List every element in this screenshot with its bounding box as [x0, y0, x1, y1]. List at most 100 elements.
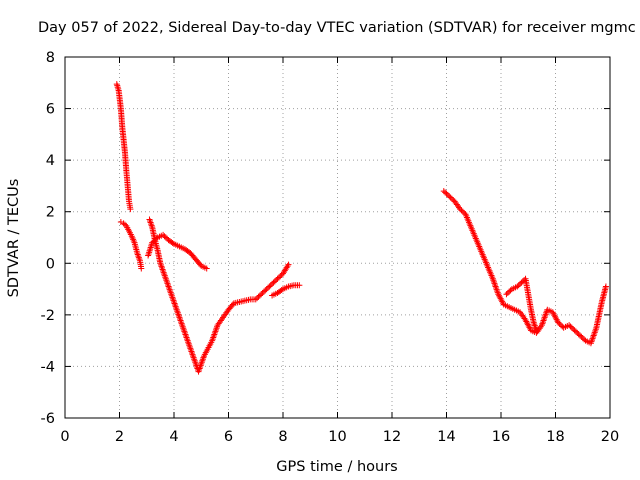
y-tick-label: 6 [46, 102, 55, 118]
data-point [271, 278, 278, 285]
axis-ticks: 0 2 4 6 8 10 12 14 16 18 20 -6 -4 -2 0 2 4 6 8 [41, 50, 620, 445]
data-point [458, 207, 465, 214]
data-point [138, 265, 145, 272]
data-point [149, 239, 156, 246]
data-point [579, 335, 586, 342]
series-segment-1-steep-descent [113, 81, 134, 213]
data-point [254, 295, 261, 302]
plot-frame [64, 56, 611, 419]
data-point [255, 293, 262, 300]
x-tick-label: 20 [601, 429, 619, 445]
x-tick-label: 0 [60, 429, 69, 445]
y-axis-label: SDTVAR / TECUs [6, 179, 22, 298]
series-segment-2-short-drop [117, 219, 145, 272]
y-tick-label: -6 [41, 411, 55, 427]
data-point [555, 319, 562, 326]
y-tick-label: 0 [46, 256, 55, 272]
data-point [517, 280, 524, 287]
x-axis-label: GPS time / hours [276, 459, 397, 475]
data-point [568, 324, 575, 331]
data-point [256, 292, 263, 299]
data-point [121, 221, 128, 228]
data-point [259, 289, 266, 296]
data-point [275, 274, 282, 281]
data-point [444, 191, 451, 198]
series-segment-5-tail [269, 282, 303, 299]
data-point [448, 195, 455, 202]
data-point [533, 327, 540, 334]
data-point [443, 190, 450, 197]
y-tick-label: -4 [41, 359, 55, 375]
data-point [571, 327, 578, 334]
x-tick-label: 4 [169, 429, 178, 445]
data-point [273, 277, 280, 284]
x-tick-label: 6 [224, 429, 233, 445]
y-tick-label: 4 [46, 153, 55, 169]
data-point [602, 283, 609, 290]
data-point [577, 332, 584, 339]
x-tick-label: 18 [546, 429, 564, 445]
data-point [277, 273, 284, 280]
series-segment-6-afternoon [440, 188, 609, 347]
data-point [440, 188, 447, 195]
x-tick-label: 10 [328, 429, 346, 445]
x-tick-label: 16 [492, 429, 510, 445]
data-point [252, 296, 259, 303]
series-segment-7-afternoon-bump [503, 275, 540, 334]
data-point [203, 265, 210, 272]
data-point [285, 261, 292, 268]
data-point [260, 288, 267, 295]
data-point [117, 219, 124, 226]
data-point [278, 287, 285, 294]
data-point [161, 233, 168, 240]
data-point [447, 194, 454, 201]
data-point [567, 323, 574, 330]
data-point [519, 278, 526, 285]
data-series [113, 81, 609, 375]
y-tick-label: 2 [46, 205, 55, 221]
x-tick-label: 8 [278, 429, 287, 445]
data-point [263, 286, 270, 293]
grid-lines [65, 57, 610, 418]
data-point [572, 328, 579, 335]
data-point [566, 322, 573, 329]
data-point [446, 193, 453, 200]
y-tick-label: 8 [46, 50, 55, 66]
data-point [442, 189, 449, 196]
data-point [296, 282, 303, 289]
data-point [514, 283, 521, 290]
data-point [169, 239, 176, 246]
data-point [160, 231, 167, 238]
data-point [258, 291, 265, 298]
data-point [266, 283, 273, 290]
data-point [503, 291, 510, 298]
y-tick-label: -2 [41, 308, 55, 324]
data-point [574, 329, 581, 336]
data-point [274, 275, 281, 282]
data-point [507, 287, 514, 294]
data-point [120, 220, 127, 227]
data-point [459, 208, 466, 215]
data-point [515, 282, 522, 289]
chart-title: Day 057 of 2022, Sidereal Day-to-day VTE… [38, 20, 636, 36]
data-point [457, 206, 464, 213]
data-point [270, 279, 277, 286]
data-point [127, 206, 134, 213]
data-point [556, 320, 563, 327]
x-tick-label: 12 [383, 429, 401, 445]
data-point [262, 287, 269, 294]
data-point [506, 288, 513, 295]
data-point [557, 322, 564, 329]
data-point [504, 289, 511, 296]
data-point [578, 333, 585, 340]
series-segment-4-dip-and-recovery [146, 216, 292, 375]
data-point [269, 280, 276, 287]
data-point [267, 282, 274, 289]
x-tick-label: 14 [437, 429, 455, 445]
data-point [265, 284, 272, 291]
data-point [575, 331, 582, 338]
data-point [581, 336, 588, 343]
data-point [570, 326, 577, 333]
x-tick-label: 2 [115, 429, 124, 445]
